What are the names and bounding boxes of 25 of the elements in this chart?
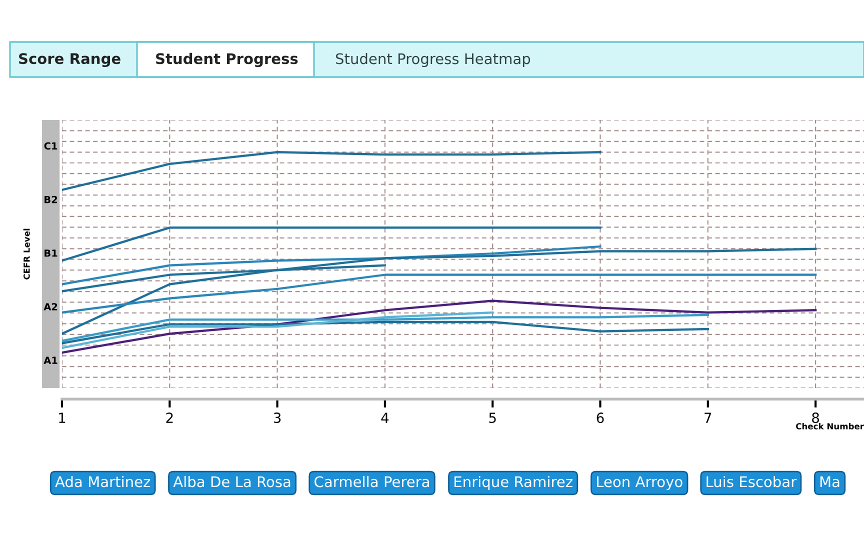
x-tick-label: 7 xyxy=(704,412,712,423)
text: Carmella Perera xyxy=(314,476,429,488)
y-axis-title: CEFR Level xyxy=(23,228,30,280)
text: Luis Escobar xyxy=(706,476,797,488)
x-tick-label: 1 xyxy=(59,412,66,423)
x-axis-title: Check Number xyxy=(796,422,864,430)
text: A1 xyxy=(44,356,58,364)
text: Score Range xyxy=(19,53,120,68)
text: Ada Martinez xyxy=(55,476,150,488)
text: B1 xyxy=(44,250,58,257)
x-tick-label: 5 xyxy=(489,412,496,424)
x-tick-label: 4 xyxy=(381,412,389,423)
x-tick-label: 2 xyxy=(166,412,173,423)
text: Leon Arroyo xyxy=(597,476,682,490)
text: C1 xyxy=(44,142,58,150)
text: A2 xyxy=(44,303,58,310)
x-tick-label: 3 xyxy=(274,412,281,424)
text: Student Progress Heatmap xyxy=(336,52,530,68)
text: B2 xyxy=(44,196,58,204)
x-tick-label: 8 xyxy=(812,412,820,424)
text: Enrique Ramirez xyxy=(454,476,572,490)
text: Ma xyxy=(820,476,840,488)
x-tick-label: 6 xyxy=(596,412,604,424)
chart-title: Student Progress xyxy=(156,52,298,68)
text: Alba De La Rosa xyxy=(173,476,290,488)
